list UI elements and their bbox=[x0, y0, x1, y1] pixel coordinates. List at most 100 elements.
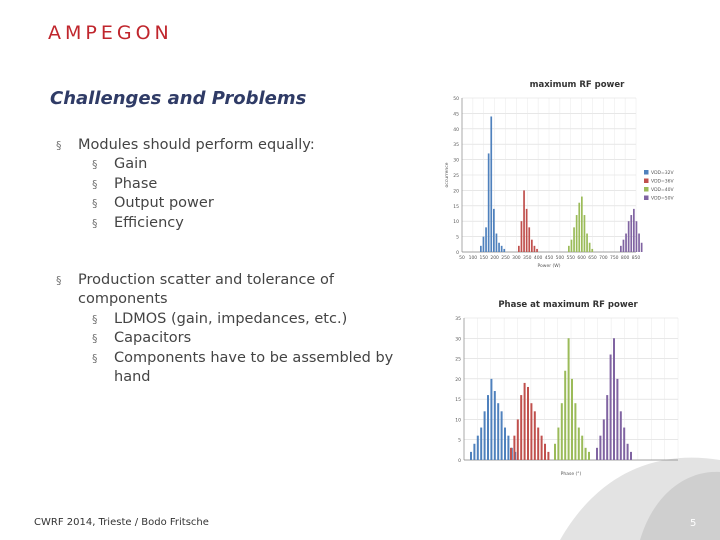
bar bbox=[640, 242, 643, 252]
bar bbox=[487, 153, 490, 252]
legend-label: VDD=40V bbox=[651, 187, 675, 193]
sub-bullet-item: Components have to be assembled by hand bbox=[56, 349, 416, 388]
x-tick-label: 300 bbox=[512, 255, 521, 261]
y-tick-label: 30 bbox=[453, 158, 459, 164]
y-tick-label: 45 bbox=[453, 111, 459, 117]
x-tick-label: 350 bbox=[523, 255, 532, 261]
bar bbox=[578, 202, 581, 252]
bar bbox=[473, 443, 476, 460]
y-axis-label: occurrence bbox=[450, 376, 452, 401]
bar bbox=[520, 395, 523, 460]
bar bbox=[616, 378, 619, 460]
bar bbox=[547, 451, 550, 460]
bar bbox=[523, 190, 525, 252]
bar bbox=[470, 451, 472, 460]
y-tick-label: 10 bbox=[455, 417, 461, 423]
chart-title: Phase at maximum RF power bbox=[498, 300, 638, 310]
y-tick-label: 15 bbox=[455, 397, 461, 403]
y-tick-label: 0 bbox=[458, 458, 461, 464]
bar bbox=[638, 233, 640, 252]
bar bbox=[583, 215, 586, 252]
x-tick-label: 550 bbox=[566, 255, 575, 261]
legend-label: VDD=36V bbox=[651, 179, 675, 185]
bar bbox=[483, 411, 486, 460]
x-tick-label: 750 bbox=[610, 255, 619, 261]
bar bbox=[584, 447, 587, 460]
bar bbox=[567, 338, 570, 460]
bar bbox=[570, 239, 573, 252]
bar bbox=[568, 245, 570, 252]
legend-label: VDD=32V bbox=[651, 170, 675, 176]
bar bbox=[487, 395, 489, 460]
bar bbox=[523, 382, 526, 460]
sub-bullet-item: Output power bbox=[56, 194, 416, 214]
bullet-item: Production scatter and tolerance of comp… bbox=[56, 271, 416, 310]
y-tick-label: 50 bbox=[453, 96, 459, 102]
x-tick-label: 800 bbox=[621, 255, 630, 261]
bar bbox=[626, 443, 629, 460]
bar bbox=[493, 208, 495, 252]
y-tick-label: 20 bbox=[455, 377, 461, 383]
sub-bullet-item: Efficiency bbox=[56, 214, 416, 234]
bar bbox=[591, 248, 594, 252]
footer-text: CWRF 2014, Trieste / Bodo Fritsche bbox=[34, 517, 209, 528]
x-tick-label: 650 bbox=[588, 255, 597, 261]
bar bbox=[609, 354, 612, 460]
bullet-item: Modules should perform equally: bbox=[56, 136, 416, 156]
x-tick-label: 450 bbox=[545, 255, 554, 261]
legend-swatch bbox=[644, 178, 649, 183]
y-tick-label: 35 bbox=[453, 142, 459, 148]
bar bbox=[588, 451, 590, 460]
x-tick-label: 50 bbox=[459, 255, 465, 261]
legend-swatch bbox=[644, 170, 649, 175]
bar bbox=[480, 245, 482, 252]
bar bbox=[495, 233, 498, 252]
bar bbox=[581, 196, 583, 252]
bar bbox=[533, 245, 536, 252]
bar bbox=[493, 391, 496, 460]
bar bbox=[575, 215, 578, 252]
bar bbox=[480, 427, 483, 460]
bar bbox=[625, 233, 627, 252]
bar bbox=[602, 419, 605, 460]
bar bbox=[510, 447, 512, 460]
bar bbox=[613, 338, 615, 460]
bar bbox=[577, 427, 580, 460]
bar bbox=[490, 378, 493, 460]
y-tick-label: 5 bbox=[458, 438, 461, 444]
x-tick-label: 700 bbox=[599, 255, 608, 261]
ampegon-logo: AMPEGON bbox=[48, 22, 173, 44]
bar bbox=[557, 427, 560, 460]
y-axis-label: occurrence bbox=[444, 162, 450, 187]
bar bbox=[564, 370, 567, 460]
page-number: 5 bbox=[690, 518, 697, 529]
bar bbox=[620, 245, 622, 252]
y-tick-label: 5 bbox=[456, 235, 459, 241]
sub-bullet-item: Gain bbox=[56, 155, 416, 175]
y-tick-label: 25 bbox=[453, 173, 459, 179]
bar bbox=[633, 208, 635, 252]
bar bbox=[630, 451, 632, 460]
bar bbox=[537, 427, 540, 460]
bar bbox=[623, 427, 626, 460]
bar bbox=[571, 378, 573, 460]
bullet-list: Modules should perform equally: Gain Pha… bbox=[56, 136, 416, 387]
slide-title: Challenges and Problems bbox=[50, 88, 307, 109]
bar bbox=[619, 411, 622, 460]
x-axis-label: Phase (°) bbox=[561, 471, 582, 477]
bar bbox=[527, 386, 529, 460]
bar bbox=[485, 227, 487, 252]
bar bbox=[504, 427, 506, 460]
bar bbox=[482, 236, 485, 252]
bar bbox=[530, 403, 533, 460]
chart-max-rf-power-svg: maximum RF power 0 5 10 15 20 25 30 35 40 45 50 50 10… bbox=[444, 80, 675, 269]
bar bbox=[635, 221, 638, 252]
bar bbox=[627, 221, 630, 252]
x-tick-label: 150 bbox=[479, 255, 488, 261]
bar bbox=[560, 403, 563, 460]
sub-bullet-item: Capacitors bbox=[56, 329, 416, 349]
x-axis-label: Power (W) bbox=[538, 263, 561, 269]
bar bbox=[586, 233, 588, 252]
x-tick-label: 200 bbox=[490, 255, 499, 261]
y-tick-label: 30 bbox=[455, 336, 461, 342]
